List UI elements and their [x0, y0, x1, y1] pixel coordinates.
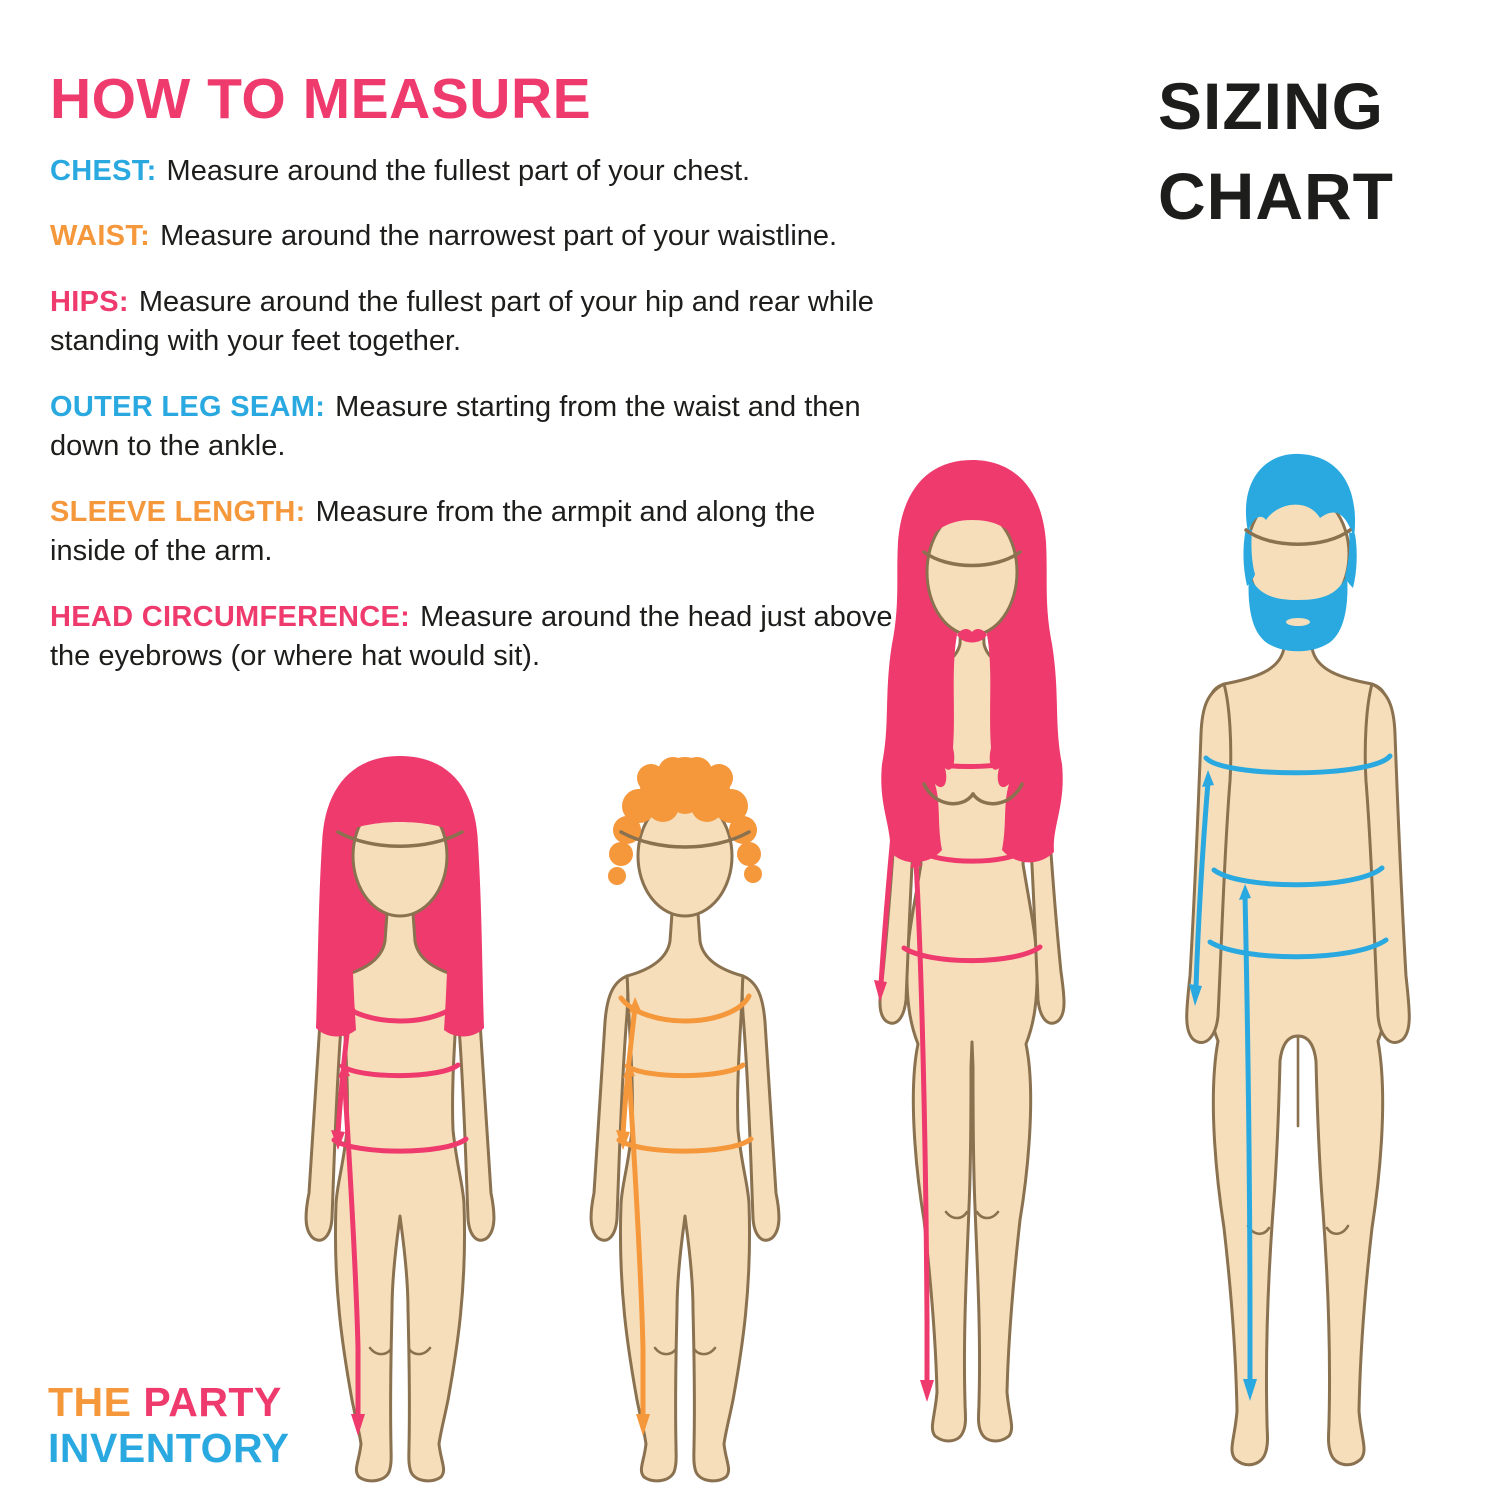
logo-party: PARTY — [143, 1379, 282, 1425]
head-circumference-arc — [922, 550, 1022, 568]
instruction-item-outer-leg-seam: OUTER LEG SEAM: Measure starting from the… — [50, 388, 895, 467]
waist-measure-line — [1211, 865, 1385, 888]
woman-bust-line-right — [971, 782, 1024, 806]
hips-measure-line — [1207, 937, 1389, 960]
instruction-text: Measure starting from the waist and then… — [50, 390, 861, 463]
instruction-item-sleeve-length: SLEEVE LENGTH: Measure from the armpit an… — [50, 493, 895, 572]
sleeve-length-arrow — [878, 761, 903, 987]
boy-body — [618, 911, 752, 1483]
girl-body — [333, 911, 467, 1483]
girl-bangs — [342, 770, 458, 834]
man-mouth — [1286, 618, 1310, 626]
figure-child-girl — [304, 756, 496, 1483]
figure-adult-man — [1185, 453, 1411, 1467]
instruction-text: Measure from the armpit and along the in… — [50, 495, 816, 568]
chest-measure-line — [1203, 753, 1393, 776]
hips-measure-line — [901, 944, 1043, 964]
man-sideburn-left — [1243, 528, 1255, 586]
instruction-term: OUTER LEG SEAM: — [50, 390, 326, 423]
head-circumference-arc — [619, 830, 751, 849]
woman-lips — [957, 628, 987, 643]
instruction-term: SLEEVE LENGTH: — [50, 495, 306, 528]
man-measure-lines — [1189, 753, 1393, 1401]
instruction-text: Measure around the head just above the e… — [50, 600, 893, 672]
outer-leg-seam-arrow — [1242, 891, 1253, 1384]
instruction-text: Measure around the narrowest part of you… — [160, 220, 838, 253]
waist-measure-line — [915, 846, 1031, 864]
woman-fringe — [920, 486, 1024, 556]
logo-the: THE — [48, 1379, 132, 1425]
instruction-term: WAIST: — [50, 220, 151, 253]
sleeve-length-arrow — [1193, 779, 1211, 991]
head-circumference-arc — [1244, 528, 1352, 546]
instruction-term: HIPS: — [50, 285, 129, 318]
page-title: HOW TO MEASURE — [50, 67, 592, 131]
instruction-text: Measure around the fullest part of your … — [50, 285, 874, 358]
instruction-item-waist: WAIST: Measure around the narrowest part … — [50, 217, 895, 256]
brand-title: SIZING CHART — [1158, 62, 1394, 242]
logo-inventory: INVENTORY — [48, 1424, 290, 1471]
figure-adult-woman — [874, 460, 1066, 1443]
girl-hair-right — [444, 843, 484, 1037]
man-right-arm — [1363, 682, 1411, 1044]
logo: THE PARTY INVENTORY — [48, 1379, 290, 1472]
girl-hair-left — [316, 843, 356, 1037]
instruction-item-chest: CHEST: Measure around the fullest part of… — [50, 152, 895, 191]
instruction-text: Measure around the fullest part of your … — [166, 155, 751, 187]
instruction-item-head-circumference: HEAD CIRCUMFERENCE: Measure around the he… — [50, 598, 895, 677]
figure-child-boy — [589, 757, 781, 1483]
instruction-term: CHEST: — [50, 155, 157, 187]
man-sideburn-right — [1345, 532, 1357, 588]
man-hair — [1245, 453, 1356, 538]
woman-measure-lines — [874, 749, 1043, 1402]
outer-leg-seam-arrow — [913, 859, 930, 1385]
brand-title-line1: SIZING — [1158, 69, 1385, 143]
man-beard — [1248, 574, 1348, 652]
brand-title-line2: CHART — [1158, 158, 1394, 233]
chest-measure-line — [903, 749, 1041, 769]
instructions-list: CHEST: Measure around the fullest part of… — [50, 152, 895, 702]
instruction-item-hips: HIPS: Measure around the fullest part of … — [50, 283, 895, 362]
logo-line1: THE PARTY — [48, 1379, 289, 1426]
head-circumference-arc — [336, 830, 464, 848]
woman-bust-line-left — [922, 782, 975, 806]
instruction-term: HEAD CIRCUMFERENCE: — [50, 600, 411, 633]
